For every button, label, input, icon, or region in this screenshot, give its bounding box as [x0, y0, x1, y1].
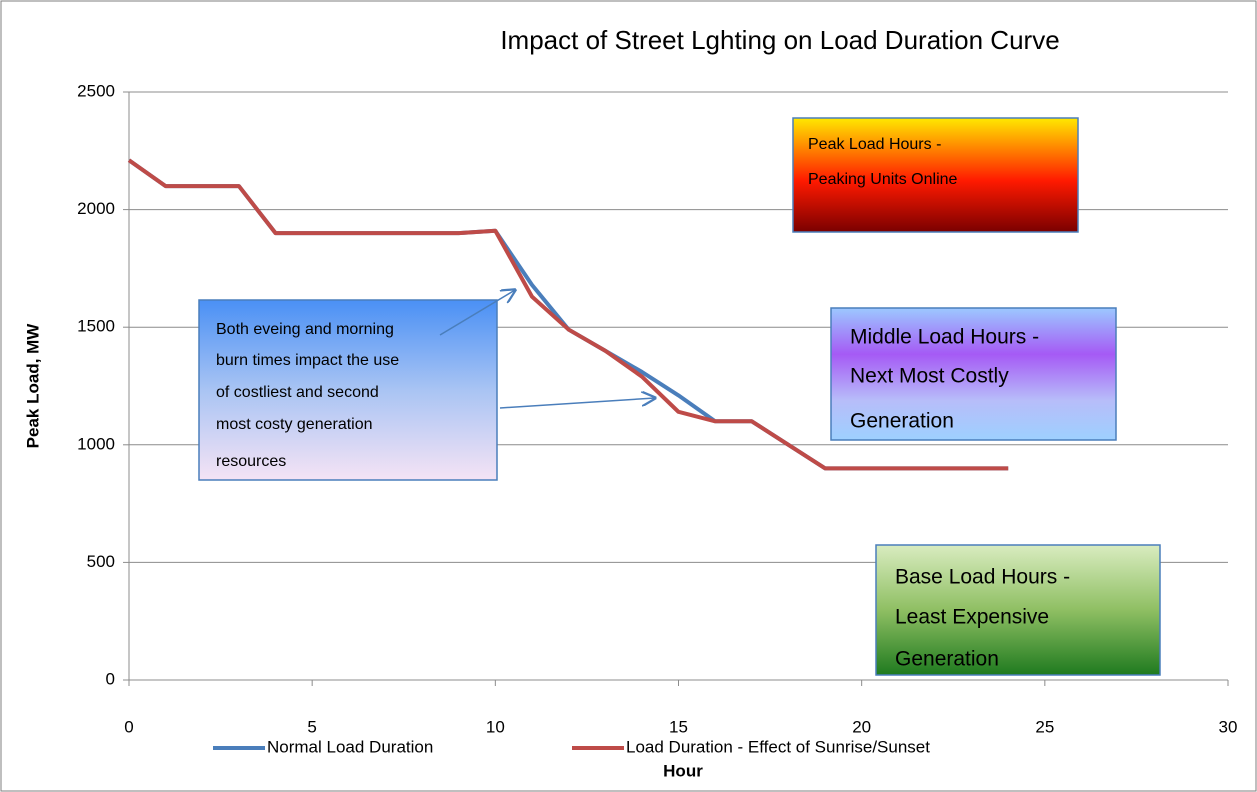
annotations: Peak Load Hours - Peaking Units Online Mid…	[198, 117, 1161, 676]
x-tick-label: 5	[307, 717, 316, 736]
x-tick-label: 15	[669, 717, 688, 736]
legend-label: Load Duration - Effect of Sunrise/Sunset	[626, 737, 930, 756]
legend-label: Normal Load Duration	[267, 737, 433, 756]
annotation-text: Peak Load Hours -	[808, 136, 941, 153]
y-tick-label: 500	[87, 552, 115, 571]
x-axis-label: Hour	[663, 761, 703, 780]
annotation-text: Middle Load Hours -	[850, 326, 1039, 349]
annotation-text: Generation	[850, 410, 954, 433]
y-axis-label: Peak Load, MW	[23, 323, 42, 449]
annotation-box	[792, 117, 1079, 233]
lines	[127, 158, 1009, 471]
x-tick-label: 25	[1035, 717, 1054, 736]
arrow	[439, 290, 515, 336]
x-tick-label: 10	[486, 717, 505, 736]
annotation-text: Next Most Costly	[850, 365, 1009, 388]
chart-title: Impact of Street Lghting on Load Duratio…	[500, 25, 1059, 55]
series-line	[127, 158, 1009, 471]
y-tick-label: 1000	[77, 434, 115, 453]
y-tick-label: 1500	[77, 317, 115, 336]
annotation-text: burn times impact the use	[216, 352, 399, 369]
arrow	[499, 398, 655, 409]
annotation-text: of costliest and second	[216, 384, 379, 401]
annotation-box	[830, 307, 1117, 441]
x-tick-label: 30	[1219, 717, 1238, 736]
annotation-text: Both eveing and morning	[216, 321, 394, 338]
annotation-text: Least Expensive	[895, 606, 1049, 629]
annotation-text: resources	[216, 453, 286, 470]
y-tick-label: 2000	[77, 199, 115, 218]
annotation-text: Peaking Units Online	[808, 171, 958, 188]
x-tick-label: 0	[124, 717, 133, 736]
x-tick-label: 20	[852, 717, 871, 736]
y-tick-label: 0	[106, 669, 115, 688]
annotation-box	[875, 544, 1161, 676]
annotation-text: Generation	[895, 648, 999, 671]
y-tick-label: 2500	[77, 81, 115, 100]
annotation-text: most costy generation	[216, 416, 373, 433]
annotation-text: Base Load Hours -	[895, 566, 1070, 589]
